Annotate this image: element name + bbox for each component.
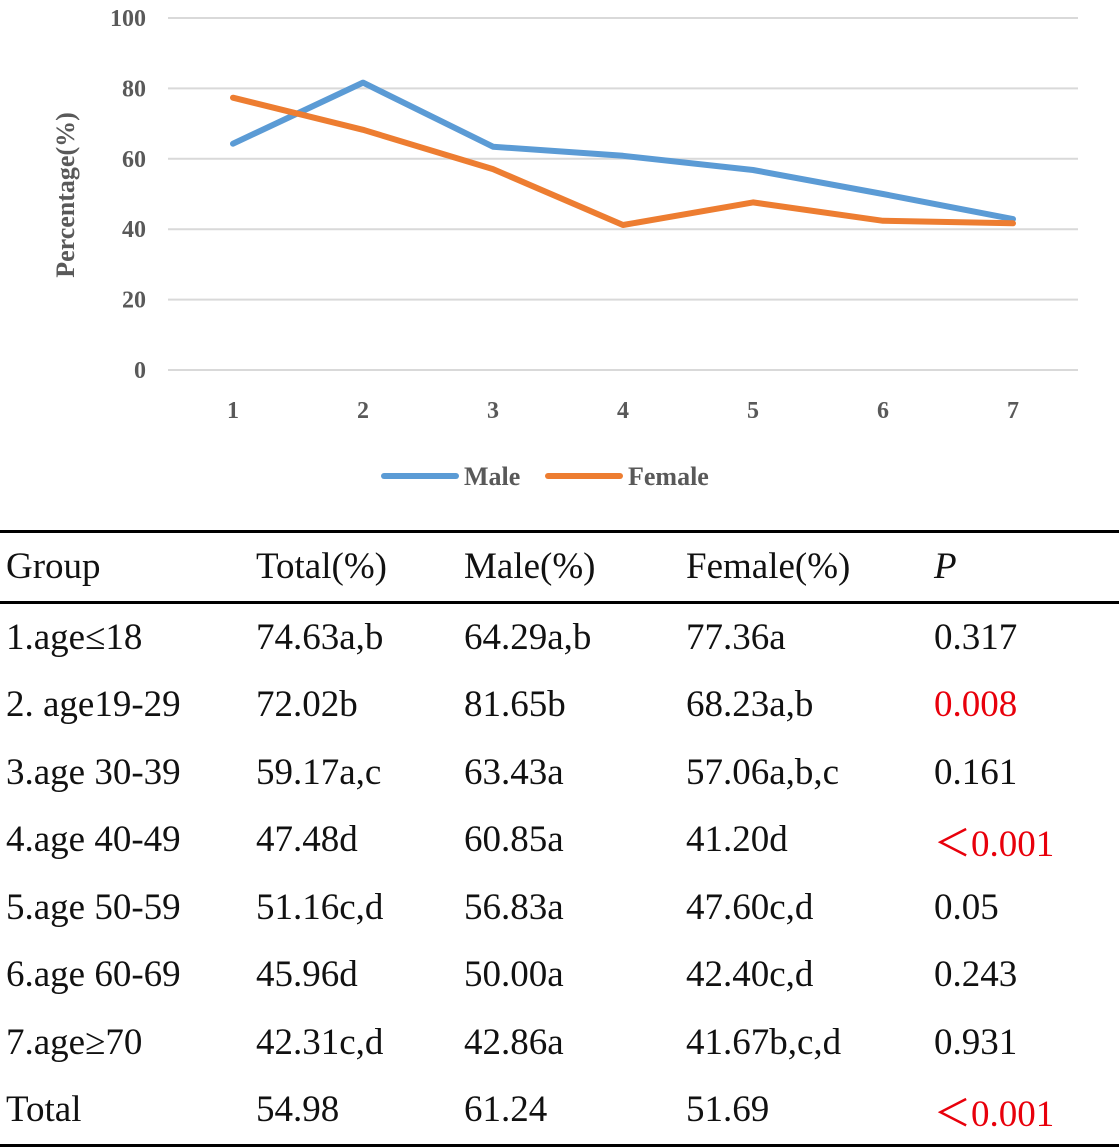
cell-total: 54.98 [256, 1089, 340, 1131]
gridlines [168, 17, 1078, 371]
table-row: 6.age 60-69 45.96d 50.00a 42.40c,d 0.243 [0, 941, 1119, 1009]
cell-group: 6.age 60-69 [6, 954, 181, 996]
table-row: 3.age 30-39 59.17a,c 63.43a 57.06a,b,c 0.161 [0, 739, 1119, 807]
cell-male: 42.86a [464, 1021, 564, 1063]
cell-p: ＜0.001 [934, 823, 1055, 865]
table-row: 7.age≥70 42.31c,d 42.86a 41.67b,c,d 0.931 [0, 1009, 1119, 1077]
table-row: 5.age 50-59 51.16c,d 56.83a 47.60c,d 0.05 [0, 874, 1119, 942]
y-tick-labels: 0 20 40 60 80 100 [110, 6, 146, 384]
y-tick-label: 80 [122, 76, 146, 102]
x-tick-label: 6 [877, 398, 889, 424]
line-chart: 0 20 40 60 80 100 1 2 3 4 5 6 7 Percentage(%) Male F… [51, 6, 1078, 491]
data-table: Group Total(%) Male(%) Female(%) P 1.age… [0, 530, 1119, 1147]
cell-group: 3.age 30-39 [6, 751, 181, 793]
cell-group: 2. age19-29 [6, 684, 181, 726]
cell-total: 74.63a,b [256, 616, 384, 658]
cell-female: 41.67b,c,d [686, 1021, 842, 1063]
cell-total: 72.02b [256, 684, 358, 726]
cell-p: ＜0.001 [934, 1093, 1055, 1135]
cell-male: 61.24 [464, 1089, 548, 1131]
cell-male: 56.83a [464, 886, 564, 928]
x-tick-label: 7 [1007, 398, 1019, 424]
cell-male: 50.00a [464, 954, 564, 996]
x-tick-label: 5 [747, 398, 759, 424]
legend-label-male: Male [464, 462, 520, 491]
legend: Male Female [381, 462, 709, 491]
x-tick-label: 2 [357, 398, 369, 424]
table-header-row: Group Total(%) Male(%) Female(%) P [0, 531, 1119, 602]
x-tick-labels: 1 2 3 4 5 6 7 [227, 398, 1019, 424]
y-axis-title: Percentage(%) [51, 112, 80, 278]
cell-group: 1.age≤18 [6, 616, 143, 658]
cell-male: 63.43a [464, 751, 564, 793]
cell-group: Total [6, 1089, 82, 1131]
cell-female: 51.69 [686, 1089, 770, 1131]
cell-group: 5.age 50-59 [6, 886, 181, 928]
cell-group: 4.age 40-49 [6, 819, 181, 861]
cell-p: 0.05 [934, 886, 999, 928]
x-tick-label: 4 [617, 398, 629, 424]
header-group: Group [6, 546, 101, 588]
y-tick-label: 100 [110, 6, 146, 32]
y-tick-label: 20 [122, 288, 146, 314]
series-line-male [230, 79, 1016, 223]
x-tick-label: 3 [487, 398, 499, 424]
y-tick-label: 40 [122, 217, 146, 243]
cell-p: 0.317 [934, 616, 1018, 658]
series-lines [230, 79, 1016, 228]
cell-male: 64.29a,b [464, 616, 592, 658]
x-tick-label: 1 [227, 398, 239, 424]
cell-total: 59.17a,c [256, 751, 382, 793]
series-line-female [230, 94, 1016, 228]
cell-total: 42.31c,d [256, 1021, 384, 1063]
table-row: Total 54.98 61.24 51.69 ＜0.001 [0, 1076, 1119, 1145]
legend-label-female: Female [628, 462, 709, 491]
y-tick-label: 60 [122, 147, 146, 173]
cell-male: 60.85a [464, 819, 564, 861]
cell-male: 81.65b [464, 684, 566, 726]
table-row: 4.age 40-49 47.48d 60.85a 41.20d ＜0.001 [0, 806, 1119, 874]
cell-female: 42.40c,d [686, 954, 814, 996]
cell-total: 51.16c,d [256, 886, 384, 928]
cell-female: 47.60c,d [686, 886, 814, 928]
cell-total: 47.48d [256, 819, 358, 861]
cell-p: 0.243 [934, 954, 1018, 996]
cell-p: 0.931 [934, 1021, 1018, 1063]
table-row: 1.age≤18 74.63a,b 64.29a,b 77.36a 0.317 [0, 602, 1119, 671]
header-p: P [934, 546, 957, 588]
cell-group: 7.age≥70 [6, 1021, 143, 1063]
header-male: Male(%) [464, 546, 596, 588]
y-tick-label: 0 [134, 358, 146, 384]
cell-female: 57.06a,b,c [686, 751, 840, 793]
cell-p: 0.008 [934, 684, 1018, 726]
cell-total: 45.96d [256, 954, 358, 996]
table-row: 2. age19-29 72.02b 81.65b 68.23a,b 0.008 [0, 671, 1119, 739]
cell-female: 68.23a,b [686, 684, 814, 726]
cell-p: 0.161 [934, 751, 1018, 793]
header-female: Female(%) [686, 546, 851, 588]
cell-female: 41.20d [686, 819, 788, 861]
cell-female: 77.36a [686, 616, 786, 658]
header-total: Total(%) [256, 546, 387, 588]
